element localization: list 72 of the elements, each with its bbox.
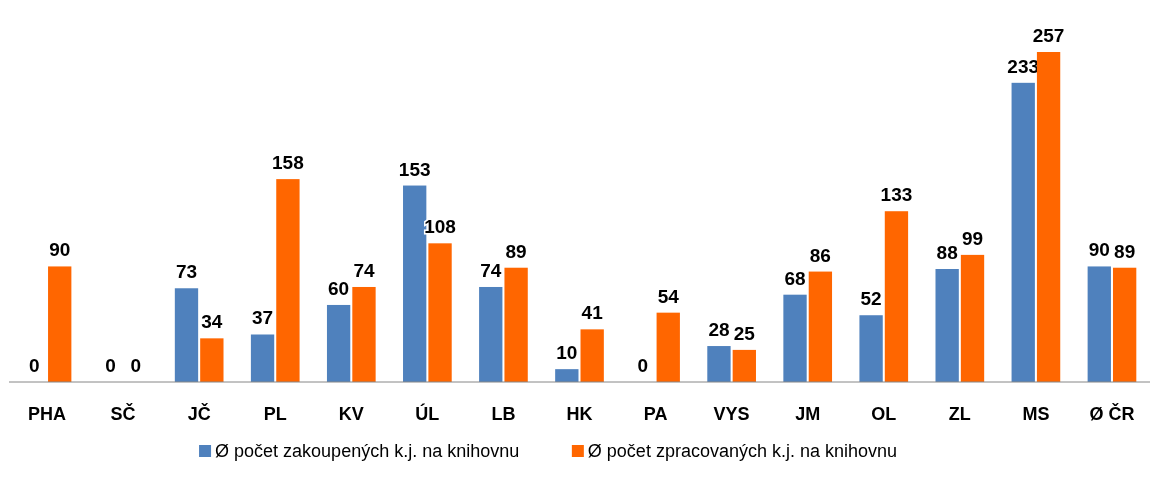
bar (276, 179, 300, 382)
bar (884, 211, 909, 382)
data-label: 73 (175, 261, 198, 283)
bar (1036, 52, 1061, 382)
data-label: 89 (1114, 240, 1136, 262)
data-label: 68 (784, 267, 806, 289)
data-label: 60 (328, 277, 350, 299)
bar (808, 271, 833, 382)
bar (960, 254, 985, 382)
data-label: 90 (1088, 239, 1110, 261)
bar (732, 349, 756, 382)
data-label: 153 (398, 158, 431, 180)
x-tick-label: VYS (713, 404, 750, 424)
bar (250, 334, 275, 382)
data-label: 88 (936, 242, 958, 263)
data-label: 0 (105, 355, 116, 376)
bar (428, 243, 452, 382)
bar (504, 267, 528, 382)
data-label: 10 (556, 342, 578, 364)
bar (200, 338, 224, 382)
data-label: 28 (708, 319, 730, 341)
bar (326, 304, 351, 382)
data-label: 0 (637, 355, 649, 376)
data-label: 74 (353, 259, 375, 281)
x-tick-label: PL (263, 404, 287, 424)
x-tick-label: JČ (187, 403, 211, 424)
bar (555, 369, 579, 382)
x-tick-label: LB (491, 404, 516, 424)
legend-label: Ø počet zakoupených k.j. na knihovnu (215, 441, 520, 461)
bar (1011, 82, 1035, 382)
x-tick-label: SČ (110, 403, 136, 424)
data-label: 25 (733, 322, 756, 344)
bar (656, 312, 680, 382)
data-label: 86 (809, 244, 831, 266)
x-tick-label: OL (871, 404, 897, 424)
data-label: 37 (251, 307, 274, 329)
data-label: 133 (880, 184, 913, 206)
data-label: 0 (130, 355, 142, 376)
data-label: 54 (657, 285, 680, 307)
x-tick-label: HK (566, 404, 593, 424)
bar (1087, 266, 1111, 382)
bar (580, 329, 604, 382)
data-label: 233 (1007, 55, 1040, 77)
data-label: 89 (505, 240, 527, 262)
bar (403, 185, 427, 382)
x-tick-label: KV (338, 404, 364, 424)
x-tick-label: PHA (28, 404, 67, 424)
bar (859, 315, 883, 382)
data-label: 99 (961, 227, 984, 249)
data-label: 41 (581, 302, 604, 324)
bar (352, 286, 376, 382)
x-tick-label: MS (1022, 404, 1050, 424)
x-tick-label: ÚL (415, 403, 440, 424)
x-tick-label: JM (795, 404, 821, 424)
bar (48, 266, 72, 382)
bar (783, 294, 807, 382)
bar (707, 346, 731, 382)
data-label: 74 (480, 259, 502, 281)
data-label: 52 (860, 288, 882, 310)
bar (935, 269, 959, 382)
x-tick-label: Ø ČR (1089, 403, 1135, 424)
x-tick-label: ZL (948, 404, 971, 424)
bar (1112, 267, 1137, 382)
bar (479, 286, 503, 382)
data-label: 0 (29, 355, 40, 376)
data-label: 158 (272, 152, 304, 174)
data-label: 257 (1032, 25, 1065, 46)
bar (174, 288, 199, 382)
x-tick-label: PA (643, 404, 668, 424)
data-label: 34 (201, 311, 223, 333)
legend-label: Ø počet zpracovaných k.j. na knihovnu (587, 441, 898, 461)
data-label: 90 (49, 239, 71, 261)
